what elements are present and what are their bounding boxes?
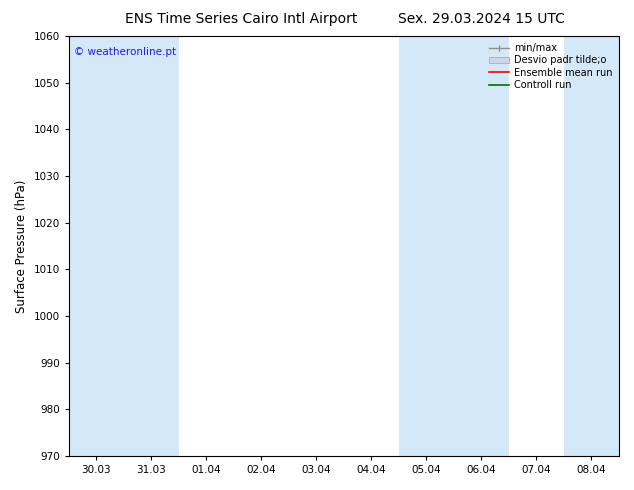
- Bar: [69, 36, 124, 456]
- Bar: [124, 36, 179, 456]
- Y-axis label: Surface Pressure (hPa): Surface Pressure (hPa): [15, 179, 28, 313]
- Text: ENS Time Series Cairo Intl Airport: ENS Time Series Cairo Intl Airport: [125, 12, 357, 26]
- Legend: min/max, Desvio padr tilde;o, Ensemble mean run, Controll run: min/max, Desvio padr tilde;o, Ensemble m…: [488, 41, 614, 92]
- Bar: [399, 36, 454, 456]
- Bar: [564, 36, 619, 456]
- Text: Sex. 29.03.2024 15 UTC: Sex. 29.03.2024 15 UTC: [398, 12, 566, 26]
- Text: © weatheronline.pt: © weatheronline.pt: [74, 47, 176, 57]
- Bar: [454, 36, 509, 456]
